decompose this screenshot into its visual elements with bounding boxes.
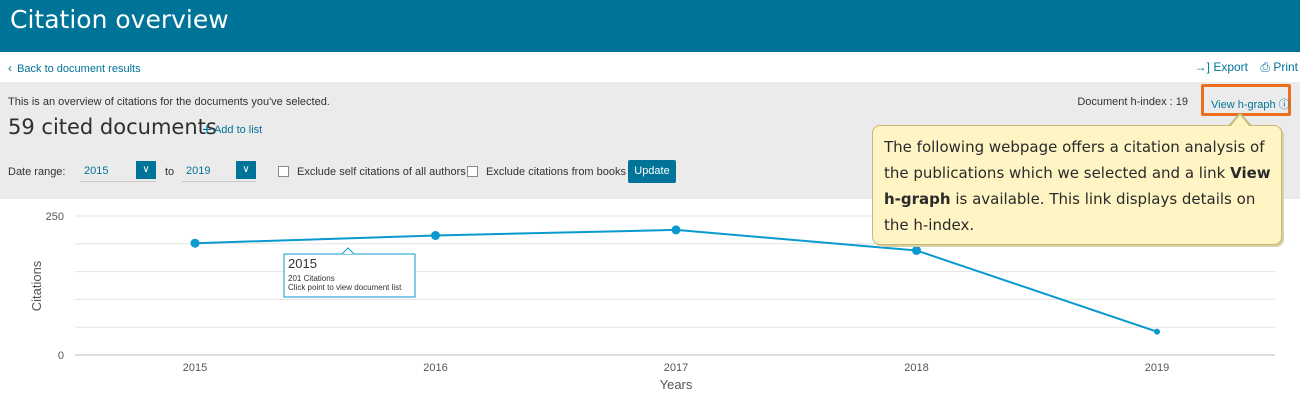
- export-button[interactable]: →] Export: [1195, 60, 1248, 74]
- back-link-label: Back to document results: [17, 63, 141, 75]
- tooltip-year: 2015: [288, 256, 317, 271]
- from-year-select[interactable]: 2015 ∨: [80, 159, 156, 182]
- callout-text-part1: The following webpage offers a citation …: [884, 138, 1265, 182]
- h-graph-highlight: View h-graph ⓘ: [1201, 84, 1291, 116]
- print-label: Print: [1273, 60, 1298, 74]
- cited-documents-count: 59 cited documents: [8, 115, 217, 139]
- callout-bold-link-text: View h-graph: [884, 164, 1271, 208]
- annotation-callout: The following webpage offers a citation …: [872, 125, 1282, 245]
- add-to-list-button[interactable]: + Add to list: [202, 120, 262, 140]
- data-point: [671, 225, 681, 235]
- exclude-books-label: Exclude citations from books: [486, 166, 627, 178]
- citations-line-chart: 0 250 2015 2016 2017 2018 2019 Years Citations 20…: [29, 211, 1275, 392]
- exclude-self-label: Exclude self citations of all authors: [297, 166, 466, 178]
- from-year-value: 2015: [84, 165, 109, 177]
- tooltip-hint: Click point to view document list: [288, 283, 402, 292]
- page-title: Citation overview: [10, 5, 229, 34]
- x-tick-label: 2016: [423, 362, 447, 374]
- export-label: Export: [1213, 60, 1248, 74]
- data-point: [190, 238, 200, 248]
- x-tick-label: 2017: [664, 362, 688, 374]
- print-button[interactable]: ⎙ Print: [1260, 60, 1298, 75]
- back-to-results-link[interactable]: ‹ Back to document results: [8, 61, 141, 75]
- export-icon: →]: [1194, 60, 1210, 74]
- x-tick-label: 2015: [183, 362, 207, 374]
- add-to-list-label: Add to list: [213, 124, 263, 136]
- to-year-select[interactable]: 2019 ∨: [182, 159, 256, 182]
- x-axis-title: Years: [660, 377, 693, 392]
- x-tick-label: 2018: [904, 362, 928, 374]
- update-button[interactable]: Update: [628, 160, 676, 183]
- data-point: [431, 230, 440, 240]
- tooltip-citations: 201 Citations: [288, 274, 335, 283]
- to-year-value: 2019: [186, 165, 211, 177]
- tooltip-pointer: [341, 247, 355, 255]
- plus-icon: +: [202, 120, 212, 139]
- chevron-down-icon: ∨: [236, 161, 256, 179]
- callout-pointer-fill: [1230, 115, 1250, 127]
- data-point: [1154, 328, 1160, 335]
- to-label: to: [165, 166, 175, 178]
- callout-text: The following webpage offers a citation …: [884, 134, 1279, 238]
- view-h-graph-label: View h-graph: [1211, 99, 1276, 111]
- chevron-down-icon: ∨: [136, 161, 156, 179]
- printer-icon: ⎙: [1260, 60, 1270, 74]
- help-icon: ⓘ: [1278, 99, 1290, 111]
- y-axis-title: Citations: [29, 260, 44, 311]
- view-h-graph-link[interactable]: View h-graph ⓘ: [1211, 96, 1290, 112]
- h-index-label: Document h-index : 19: [1077, 96, 1188, 108]
- date-range-label: Date range:: [8, 166, 66, 178]
- y-tick-label: 0: [58, 350, 64, 362]
- x-tick-label: 2019: [1145, 362, 1169, 374]
- exclude-books-checkbox[interactable]: [467, 166, 478, 177]
- page-header: Citation overview: [0, 0, 1300, 52]
- data-point: [912, 245, 921, 255]
- chevron-left-icon: ‹: [8, 61, 12, 75]
- callout-text-part2: is available. This link displays details…: [884, 190, 1256, 234]
- exclude-self-checkbox[interactable]: [278, 166, 289, 177]
- overview-text: This is an overview of citations for the…: [8, 96, 330, 108]
- y-tick-label: 250: [46, 211, 64, 223]
- tooltip-box: [283, 253, 416, 298]
